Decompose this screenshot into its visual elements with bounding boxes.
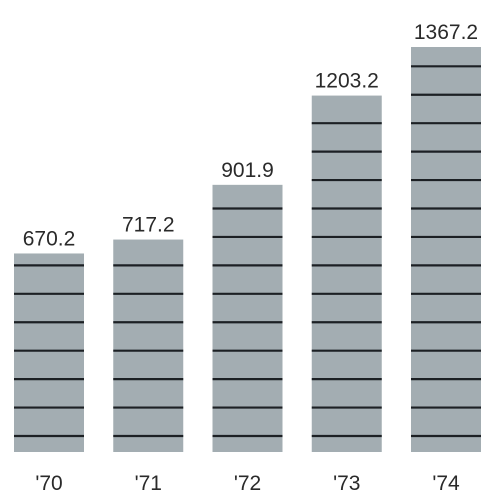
value-label: 717.2 [122,214,175,237]
bar [212,184,283,452]
category-label: '73 [333,472,360,495]
bar [113,239,184,452]
category-label: '70 [35,472,62,495]
category-label: '71 [135,472,162,495]
category-label: '74 [432,472,460,495]
value-label: 670.2 [23,227,76,250]
category-label: '72 [234,472,261,495]
category-labels-layer: '70 '71 '72 '73 '74 [35,472,460,495]
bar [311,95,382,452]
bar-rules-layer [14,65,481,438]
value-label: 1203.2 [315,70,379,93]
bar [411,47,481,452]
value-labels-layer: 670.2 717.2 901.9 1203.2 1367.2 [23,21,478,250]
bars-layer [14,47,481,452]
bar [14,253,84,452]
value-label: 901.9 [221,159,274,182]
value-label: 1367.2 [414,21,478,44]
